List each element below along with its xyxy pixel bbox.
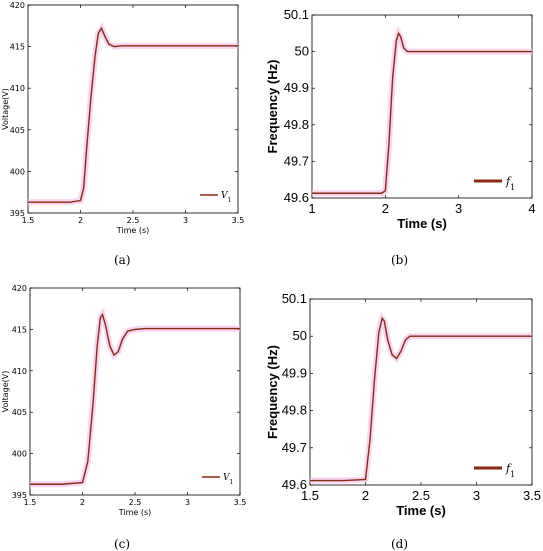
x-axis-label: Time (s) xyxy=(397,216,447,231)
chart-b: 1 2 3 4 49.6 49.7 49.8 49.9 50 50.1 Time (s) Freque… xyxy=(265,7,536,231)
y-axis-label: Frequency (Hz) xyxy=(265,345,280,439)
y-tick-label: 50.1 xyxy=(284,7,309,22)
x-tick-label: 2.5 xyxy=(127,216,140,225)
y-axis-label: Voltage(V) xyxy=(1,88,10,130)
x-axis-label: Time (s) xyxy=(116,226,150,235)
caption-c: (c) xyxy=(114,537,131,551)
y-tick-label: 420 xyxy=(12,284,27,293)
y-tick-label: 405 xyxy=(12,408,27,417)
x-tick-label: 2 xyxy=(362,488,369,503)
plot-frame xyxy=(309,298,533,486)
y-tick-label: 395 xyxy=(12,491,27,500)
x-axis-label: Time (s) xyxy=(118,508,152,517)
y-tick-label: 49.9 xyxy=(282,365,307,380)
y-tick-label: 50 xyxy=(293,328,307,343)
x-tick-label: 4 xyxy=(528,201,535,216)
y-tick-label: 49.6 xyxy=(284,190,309,205)
x-tick-label: 3 xyxy=(473,488,480,503)
y-tick-label: 410 xyxy=(10,84,25,93)
series-line xyxy=(310,316,532,482)
series-highlight xyxy=(310,311,532,484)
legend-label: V1 xyxy=(221,191,231,204)
y-tick-label: 49.8 xyxy=(282,403,307,418)
series-highlight xyxy=(28,21,238,206)
y-tick-label: 410 xyxy=(12,367,27,376)
x-tick-label: 3 xyxy=(455,201,462,216)
y-tick-label: 420 xyxy=(10,1,25,10)
y-axis-label: Frequency (Hz) xyxy=(265,60,280,154)
series-line xyxy=(30,312,240,485)
y-axis-label: Voltage(V) xyxy=(1,371,10,413)
x-tick-label: 3 xyxy=(185,498,190,507)
series-line xyxy=(28,26,238,203)
x-tick-label: 3.5 xyxy=(232,216,245,225)
x-tick-label: 2 xyxy=(78,216,83,225)
caption-b: (b) xyxy=(391,253,409,267)
y-tick-label: 50 xyxy=(295,44,309,59)
y-tick-label: 400 xyxy=(12,450,27,459)
y-tick-label: 415 xyxy=(12,325,27,334)
series-highlight xyxy=(312,25,532,197)
x-tick-label: 3 xyxy=(183,216,188,225)
x-tick-label: 3.5 xyxy=(234,498,247,507)
chart-c: 1.5 2 2.5 3 3.5 395 400 405 410 415 420 Time (s) Vol… xyxy=(1,284,247,517)
y-tick-label: 49.7 xyxy=(282,440,307,455)
y-tick-label: 395 xyxy=(10,209,25,218)
chart-d: 1.5 2 2.5 3 3.5 49.6 49.7 49.8 49.9 50 50.1 Time (s… xyxy=(265,291,541,518)
x-tick-label: 2 xyxy=(382,201,389,216)
x-tick-label: 1.5 xyxy=(22,216,35,225)
x-axis-label: Time (s) xyxy=(396,503,446,518)
legend-label: f1 xyxy=(505,175,515,192)
x-tick-label: 2.5 xyxy=(129,498,142,507)
y-tick-label: 49.9 xyxy=(284,80,309,95)
plot-frame xyxy=(311,14,533,199)
legend-label: f1 xyxy=(505,462,515,479)
caption-a: (a) xyxy=(114,253,131,267)
chart-a: 1.5 2 2.5 3 3.5 395 400 405 410 415 420 Time (s) Vol… xyxy=(1,1,245,235)
plot-frame xyxy=(27,4,239,214)
x-tick-label: 2 xyxy=(80,498,85,507)
series-highlight xyxy=(30,307,240,488)
caption-d: (d) xyxy=(391,537,409,551)
y-tick-label: 49.8 xyxy=(284,117,309,132)
series-line xyxy=(312,31,532,194)
y-tick-label: 415 xyxy=(10,43,25,52)
plot-frame xyxy=(29,287,241,496)
x-tick-label: 1.5 xyxy=(24,498,37,507)
x-tick-label: 1 xyxy=(308,201,315,216)
x-tick-label: 3.5 xyxy=(523,488,541,503)
y-tick-label: 405 xyxy=(10,126,25,135)
y-tick-label: 49.6 xyxy=(282,477,307,492)
legend-label: V1 xyxy=(223,473,233,486)
y-tick-label: 400 xyxy=(10,167,25,176)
x-tick-label: 1.5 xyxy=(301,488,319,503)
y-tick-label: 49.7 xyxy=(284,153,309,168)
y-tick-label: 50.1 xyxy=(282,291,307,306)
x-tick-label: 2.5 xyxy=(412,488,430,503)
